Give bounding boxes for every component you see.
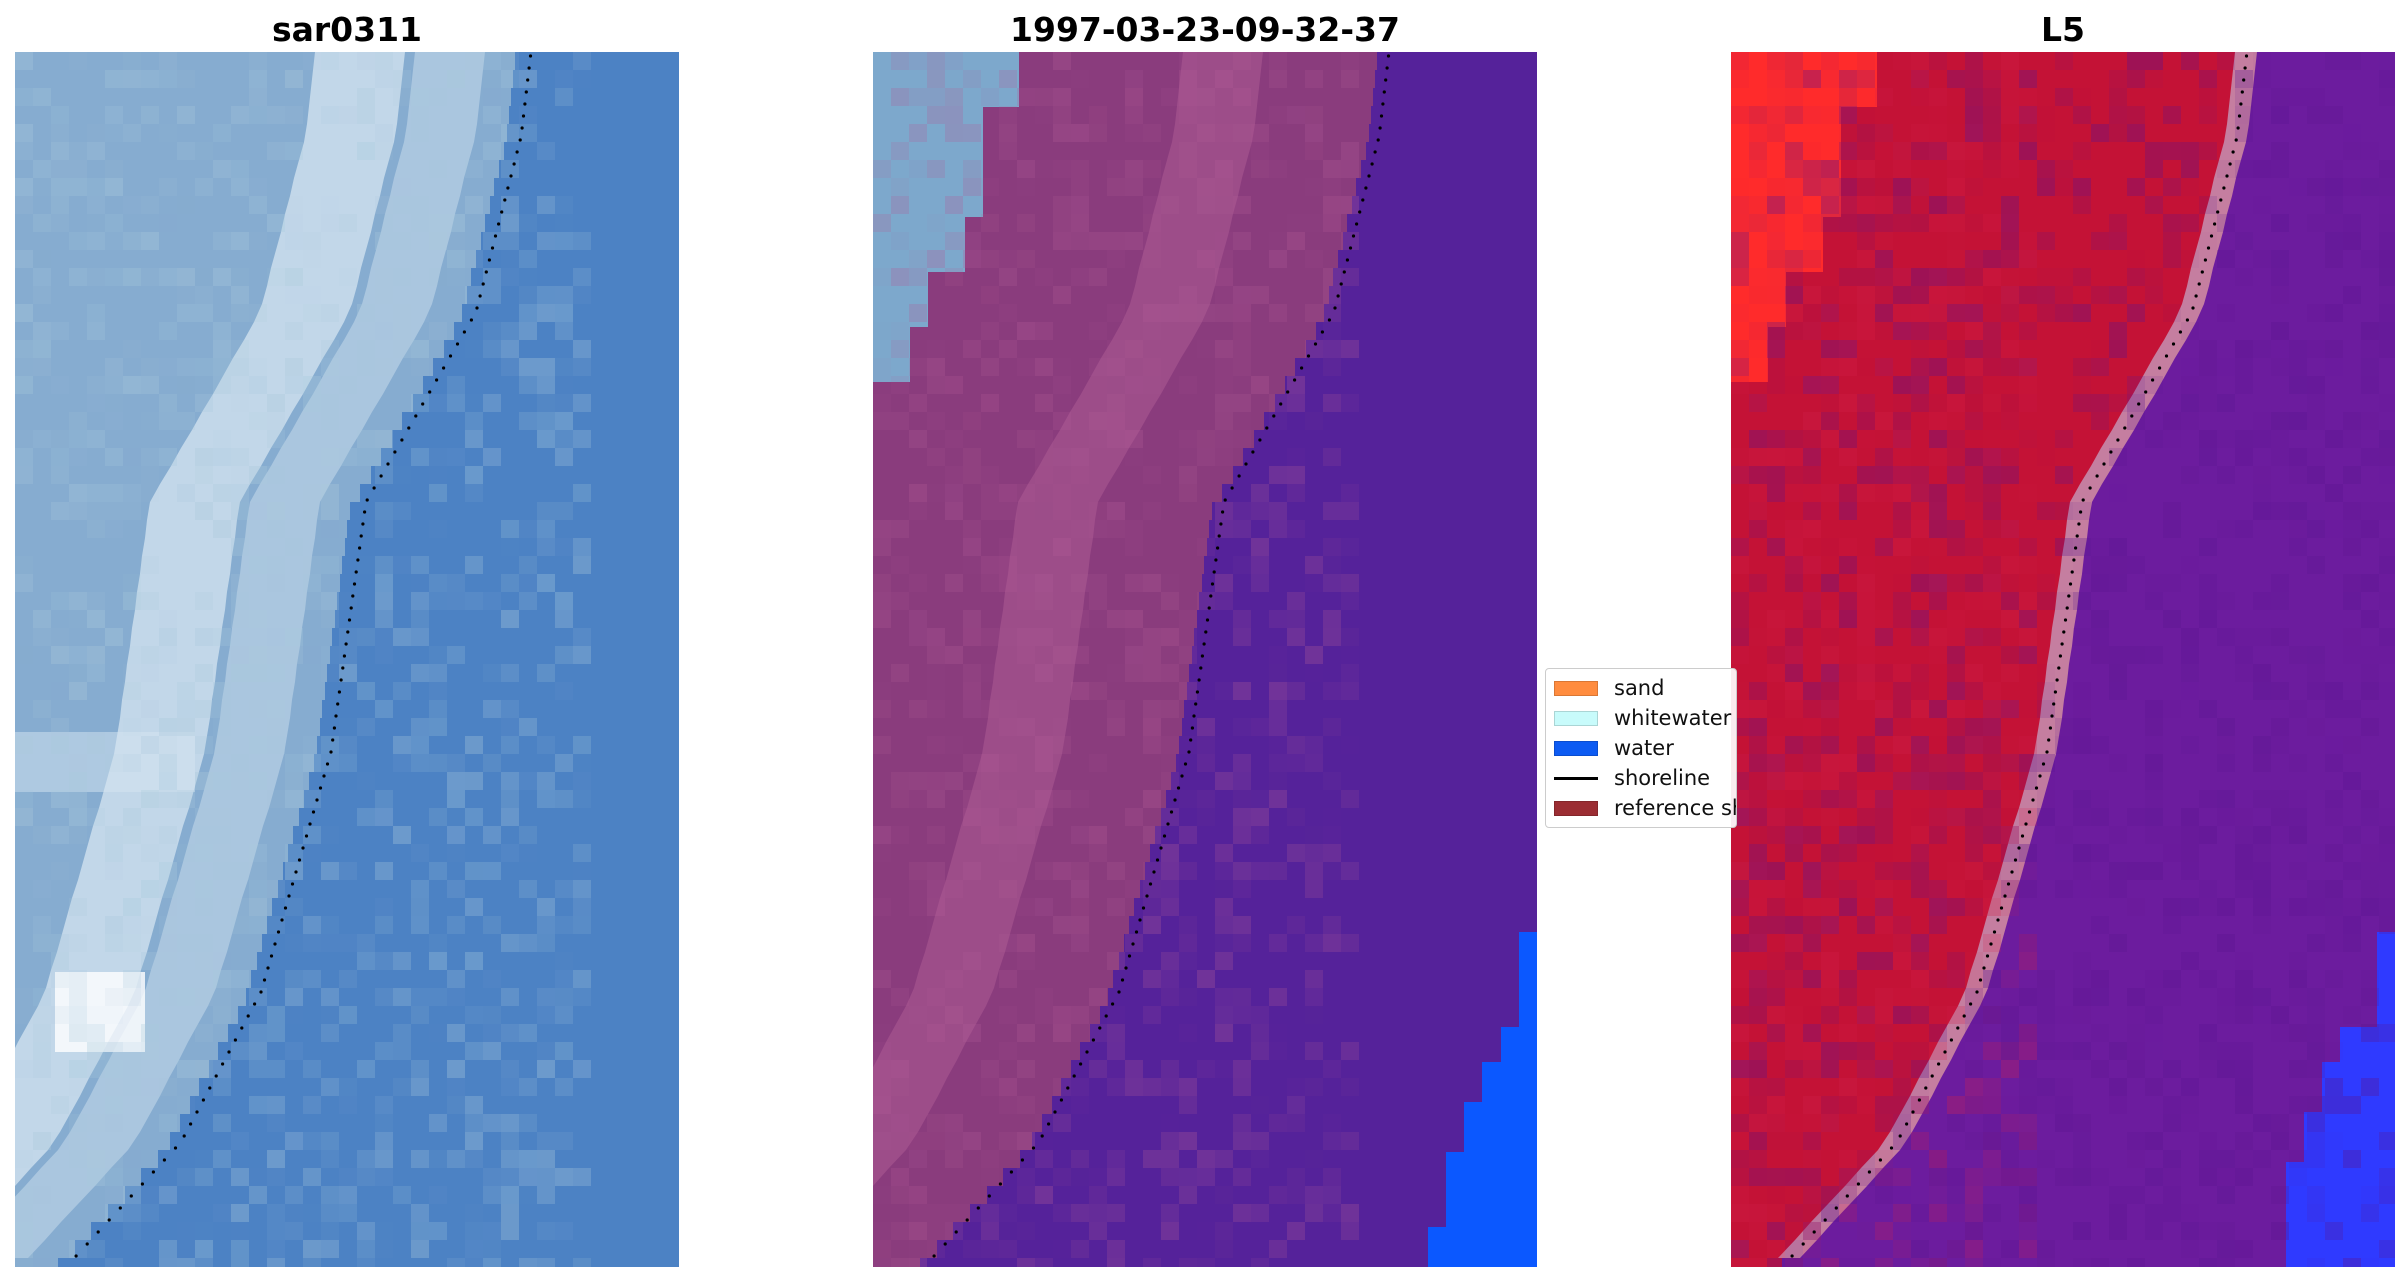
legend-item-water: water bbox=[1546, 733, 1736, 763]
class-land-area bbox=[873, 52, 1377, 1267]
sand-swatch bbox=[1554, 681, 1598, 696]
panel-title-classified: 1997-03-23-09-32-37 bbox=[1010, 10, 1400, 49]
legend-label-whitewater: whitewater bbox=[1614, 706, 1732, 730]
legend-item-shoreline: shoreline bbox=[1546, 763, 1736, 793]
index-pixel-texture bbox=[1731, 52, 2395, 1267]
panel-title-index: L5 bbox=[2041, 10, 2085, 49]
rgb-surf-band bbox=[15, 52, 485, 1258]
shoreline-dots bbox=[74, 54, 533, 1258]
shoreline-dots bbox=[932, 54, 1391, 1258]
water-swatch bbox=[1554, 741, 1598, 756]
shoreline-line-swatch bbox=[1554, 777, 1598, 780]
index-image-panel bbox=[1731, 52, 2395, 1267]
class-bright-water-area bbox=[1428, 932, 1537, 1267]
rgb-image-panel bbox=[15, 52, 679, 1267]
legend-item-sand: sand bbox=[1546, 673, 1736, 703]
legend: sand whitewater water shoreline referenc… bbox=[1545, 668, 1737, 828]
reference-shoreline-swatch bbox=[1554, 801, 1598, 816]
legend-label-water: water bbox=[1614, 736, 1674, 760]
legend-label-sand: sand bbox=[1614, 676, 1665, 700]
index-bright-water-area bbox=[2286, 932, 2395, 1267]
legend-label-reference-shoreline: reference shoreline bbox=[1614, 796, 1736, 820]
panel-title-rgb: sar0311 bbox=[271, 10, 423, 49]
shoreline-dots bbox=[1790, 54, 2249, 1258]
rgb-pixel-texture bbox=[15, 52, 591, 1267]
legend-item-whitewater: whitewater bbox=[1546, 703, 1736, 733]
legend-item-reference-shoreline: reference shoreline bbox=[1546, 793, 1736, 823]
legend-label-shoreline: shoreline bbox=[1614, 766, 1711, 790]
index-land-area bbox=[1731, 52, 2239, 1267]
classified-image-panel bbox=[873, 52, 1537, 1267]
whitewater-swatch bbox=[1554, 711, 1598, 726]
index-bright-land-area bbox=[1731, 52, 1877, 382]
class-whitewater-area bbox=[873, 52, 1019, 382]
class-pixel-texture bbox=[873, 52, 1359, 1267]
